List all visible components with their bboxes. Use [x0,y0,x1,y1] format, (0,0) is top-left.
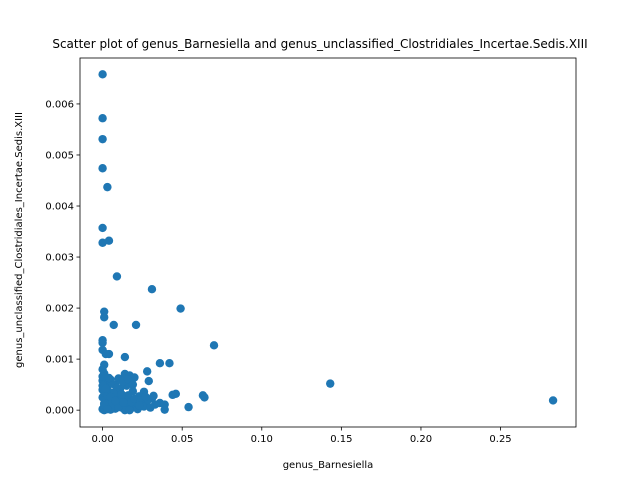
y-tick-label: 0.006 [45,99,74,110]
x-tick-label: 0.05 [171,434,193,445]
scatter-point [200,393,209,402]
points-layer [98,70,558,415]
y-tick-label: 0.005 [45,150,74,161]
y-tick-label: 0.003 [45,253,74,264]
y-tick-label: 0.000 [45,406,74,417]
x-tick-label: 0.00 [91,434,113,445]
scatter-point [135,401,144,410]
scatter-point [130,373,139,382]
scatter-point [104,373,114,383]
scatter-point [98,338,107,347]
scatter-point [98,164,107,173]
x-tick-label: 0.25 [489,434,511,445]
scatter-point [130,394,139,404]
scatter-point [160,405,169,414]
scatter-point [184,402,193,412]
scatter-point [119,398,128,407]
scatter-point [120,352,130,362]
scatter-point [548,396,558,405]
scatter-point [101,349,110,359]
scatter-point [103,404,112,414]
scatter-point [176,304,185,313]
scatter-point [100,313,109,322]
scatter-point [209,341,219,350]
axes-layer: 0.00 0.05 0.10 0.15 0.20 0.25 0.000 0.001 0.002 0… [45,57,577,445]
scatter-point [144,376,153,386]
scatter-point [125,405,134,415]
y-tick-label: 0.004 [45,202,74,213]
scatter-point [141,392,150,402]
plot-frame [79,57,577,428]
scatter-point [98,134,107,144]
y-tick-label: 0.001 [45,355,74,366]
scatter-point [128,380,138,389]
scatter-point [142,367,152,376]
x-tick-label: 0.20 [410,434,432,445]
x-axis-label: genus_Barnesiella [283,460,374,471]
x-tick-label: 0.10 [251,434,273,445]
y-axis-label: genus_unclassified_Clostridiales_Incerta… [14,112,25,368]
scatter-point [98,223,107,233]
scatter-point [98,238,107,247]
scatter-point [146,403,155,412]
scatter-point [117,390,126,399]
scatter-point [104,236,114,245]
scatter-point [155,359,165,368]
chart-title: Scatter plot of genus_Barnesiella and ge… [52,37,587,51]
scatter-point [101,384,110,393]
scatter-point [149,391,158,401]
scatter-point [168,390,177,400]
scatter-point [131,320,141,330]
scatter-point [98,70,107,79]
scatter-point [103,182,112,192]
scatter-point [98,372,107,381]
scatter-point [123,391,133,400]
x-tick-label: 0.15 [330,434,352,445]
scatter-point [326,379,335,388]
scatter-point [165,359,174,368]
scatter-point [147,285,157,294]
scatter-point [98,114,107,123]
scatter-point [112,272,122,281]
y-tick-label: 0.002 [45,304,74,315]
scatter-point [111,396,120,406]
scatter-point [109,320,118,330]
